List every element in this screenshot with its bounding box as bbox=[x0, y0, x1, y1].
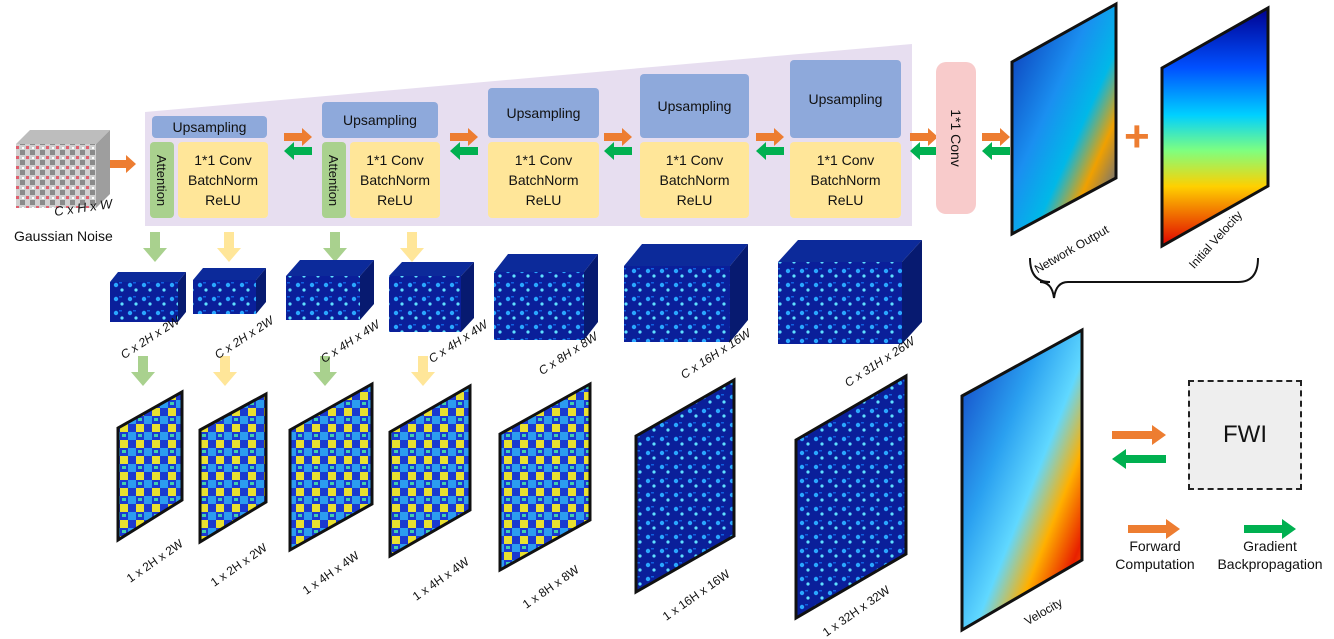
down-arrow-attn-2 bbox=[323, 232, 347, 262]
legend-forward-arrow bbox=[1128, 519, 1180, 539]
noise-cube bbox=[16, 130, 110, 208]
feature-cube-6 bbox=[624, 244, 748, 342]
brace bbox=[1029, 257, 1259, 299]
bn-line-4: BatchNorm bbox=[659, 172, 730, 188]
conv-line-1: 1*1 Conv bbox=[194, 152, 252, 168]
fwi-backward-arrow bbox=[1112, 449, 1166, 469]
fwd-arrow-2 bbox=[450, 128, 478, 146]
legend-forward-label: Forward Computation bbox=[1115, 538, 1195, 572]
bn-line-2: BatchNorm bbox=[359, 172, 431, 188]
feature-cube-2 bbox=[193, 268, 266, 314]
relu-line-3: ReLU bbox=[525, 192, 562, 208]
plus-sign: + bbox=[1124, 112, 1150, 161]
bn-line-1: BatchNorm bbox=[187, 172, 259, 188]
bwd-arrow-3 bbox=[604, 142, 632, 160]
fwd-arrow-3 bbox=[604, 128, 632, 146]
bwd-arrow-1 bbox=[284, 142, 312, 160]
down-arrow-conv-2 bbox=[400, 232, 424, 262]
bn-line-5: BatchNorm bbox=[810, 172, 881, 188]
bwd-arrow-5 bbox=[910, 142, 938, 160]
feature-map-3 bbox=[288, 381, 374, 553]
relu-line-2: ReLU bbox=[377, 192, 413, 208]
bwd-arrow-6 bbox=[982, 142, 1010, 160]
conv-line-4: 1*1 Conv bbox=[665, 152, 724, 168]
upsampling-block-3: Upsampling bbox=[488, 88, 599, 138]
conv-block-1: 1*1 Conv BatchNorm ReLU bbox=[178, 142, 268, 218]
conv-block-4: 1*1 Conv BatchNorm ReLU bbox=[640, 142, 749, 218]
fwd-arrow-4 bbox=[756, 128, 784, 146]
feature-cube-5 bbox=[494, 254, 598, 340]
relu-line-5: ReLU bbox=[827, 192, 864, 208]
feature-cube-1 bbox=[110, 272, 186, 322]
legend-gradient-arrow bbox=[1244, 519, 1296, 539]
down-arrow-map-4 bbox=[411, 356, 435, 386]
initial-velocity-image bbox=[1160, 5, 1270, 249]
feature-map-4 bbox=[388, 383, 472, 559]
bwd-arrow-4 bbox=[756, 142, 784, 160]
feature-cube-3 bbox=[286, 260, 374, 320]
relu-line-1: ReLU bbox=[205, 192, 241, 208]
down-arrow-attn-1 bbox=[143, 232, 167, 262]
bn-line-3: BatchNorm bbox=[508, 172, 579, 188]
feature-map-1 bbox=[116, 389, 184, 543]
conv-line-5: 1*1 Conv bbox=[816, 152, 875, 168]
attention-block-2: Attention bbox=[322, 142, 346, 218]
conv-block-5: 1*1 Conv BatchNorm ReLU bbox=[790, 142, 901, 218]
velocity-image bbox=[960, 327, 1084, 633]
feature-map-5 bbox=[498, 381, 592, 573]
conv-line-2: 1*1 Conv bbox=[366, 152, 424, 168]
fwd-arrow-0 bbox=[110, 155, 136, 173]
upsampling-block-1: Upsampling bbox=[152, 116, 267, 138]
attention-block-1: Attention bbox=[150, 142, 174, 218]
feature-cube-4 bbox=[389, 262, 474, 332]
conv-block-3: 1*1 Conv BatchNorm ReLU bbox=[488, 142, 599, 218]
feature-map-2 bbox=[198, 391, 268, 545]
upsampling-block-5: Upsampling bbox=[790, 60, 901, 138]
down-arrow-conv-1 bbox=[217, 232, 241, 262]
fwi-box: FWI bbox=[1188, 380, 1302, 490]
fwi-forward-arrow bbox=[1112, 425, 1166, 445]
fwd-arrow-6 bbox=[982, 128, 1010, 146]
input-label: Gaussian Noise bbox=[14, 228, 113, 244]
legend-gradient-label: Gradient Backpropagation bbox=[1217, 538, 1323, 572]
down-arrow-map-3 bbox=[313, 356, 337, 386]
conv-line-3: 1*1 Conv bbox=[514, 152, 573, 168]
feature-map-6 bbox=[634, 377, 736, 595]
network-output-image bbox=[1010, 1, 1118, 237]
bwd-arrow-2 bbox=[450, 142, 478, 160]
conv-block-2: 1*1 Conv BatchNorm ReLU bbox=[350, 142, 440, 218]
relu-line-4: ReLU bbox=[676, 192, 713, 208]
fwd-arrow-5 bbox=[910, 128, 938, 146]
feature-map-7 bbox=[794, 373, 908, 621]
upsampling-block-2: Upsampling bbox=[322, 102, 438, 138]
fwd-arrow-1 bbox=[284, 128, 312, 146]
feature-cube-7 bbox=[778, 240, 922, 344]
upsampling-block-4: Upsampling bbox=[640, 74, 749, 138]
final-conv-block: 1*1 Conv bbox=[936, 62, 976, 214]
down-arrow-map-1 bbox=[131, 356, 155, 386]
down-arrow-map-2 bbox=[213, 356, 237, 386]
